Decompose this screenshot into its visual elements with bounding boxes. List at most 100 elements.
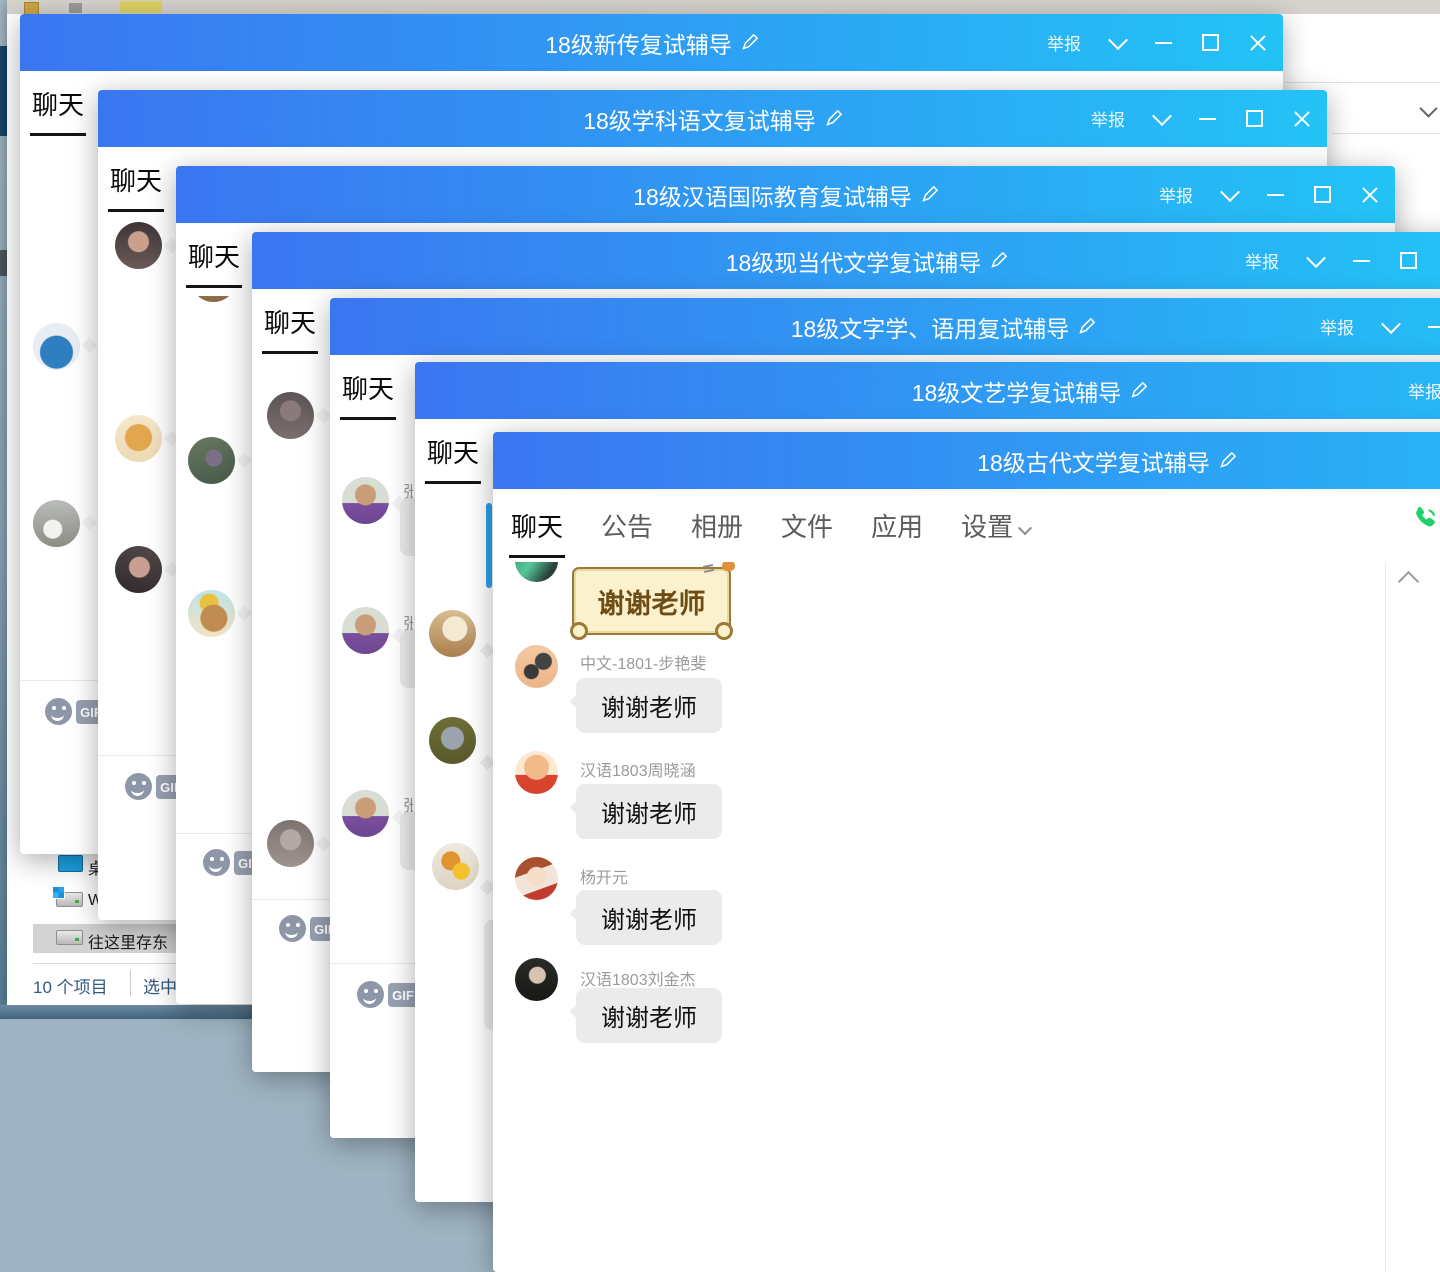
close-button[interactable] (1249, 34, 1267, 52)
report-button[interactable]: 举报 (1091, 111, 1125, 130)
bubble-tail (81, 514, 98, 531)
maximize-button[interactable] (1246, 110, 1263, 127)
phone-icon[interactable] (1410, 504, 1440, 534)
chevron-down-icon[interactable] (1152, 105, 1172, 126)
tab-files[interactable]: 文件 (781, 512, 834, 542)
window-titlebar[interactable]: 18级现当代文学复试辅导 举报 (252, 232, 1440, 289)
report-button[interactable]: 举报 (1320, 319, 1354, 338)
tab-announcements[interactable]: 公告 (601, 512, 654, 542)
chevron-down-icon[interactable] (1306, 247, 1326, 268)
window-title: 18级学科语文复试辅导 (98, 90, 1327, 147)
edit-title-icon[interactable] (741, 34, 758, 51)
blue-dress-avatar[interactable] (33, 323, 80, 370)
sticker-message[interactable]: 谢谢老师 (570, 562, 735, 640)
chat-bubble[interactable]: 谢谢老师 (569, 890, 722, 945)
smiley-icon[interactable] (125, 773, 152, 800)
edit-title-icon[interactable] (990, 252, 1008, 269)
minimize-button[interactable] (1267, 193, 1284, 196)
white-dog-avatar[interactable] (33, 500, 80, 547)
window-titlebar[interactable]: 18级汉语国际教育复试辅导 举报 (176, 166, 1395, 223)
statusbar-separator (130, 970, 131, 996)
tab-chat[interactable]: 聊天 (107, 161, 165, 212)
report-button[interactable]: 举报 (1159, 187, 1193, 206)
partial-top-avatar[interactable] (190, 296, 237, 302)
boy-purple-avatar[interactable] (342, 477, 389, 524)
food-plate-avatar[interactable] (432, 843, 479, 890)
tab-album[interactable]: 相册 (691, 512, 744, 542)
gif-button[interactable]: GIF (388, 983, 418, 1007)
tom-cat-avatar[interactable] (429, 717, 476, 764)
woman-dim-avatar[interactable] (267, 392, 314, 439)
chat-bubble[interactable]: 谢谢老师 (569, 784, 722, 839)
edit-title-icon[interactable] (1078, 318, 1096, 335)
bubble-tail (236, 605, 253, 622)
tree-avatar[interactable] (188, 437, 235, 484)
report-button[interactable]: 举报 (1408, 383, 1440, 402)
boy-purple-avatar[interactable] (342, 790, 389, 837)
minimize-button[interactable] (1428, 325, 1440, 328)
explorer-item-storage-drive[interactable]: 往这里存东 (88, 935, 169, 952)
woman-headband-avatar[interactable] (115, 546, 162, 593)
comic-green-avatar[interactable] (515, 562, 558, 582)
woman-photo-avatar[interactable] (115, 222, 162, 269)
window-titlebar[interactable]: 18级文字学、语用复试辅导 举报 (330, 298, 1440, 355)
bubble-tail (236, 452, 253, 469)
ribbon-collapse-chevron-icon[interactable] (1419, 99, 1438, 118)
dark-portrait-avatar[interactable] (515, 958, 558, 1001)
tab-chat[interactable]: 聊天 (424, 433, 482, 484)
edit-title-icon[interactable] (921, 186, 938, 203)
chevron-down-icon (1018, 521, 1033, 536)
minimize-button[interactable] (1353, 259, 1370, 262)
report-button[interactable]: 举报 (1047, 35, 1081, 54)
smiley-icon[interactable] (203, 849, 230, 876)
smiley-icon[interactable] (279, 915, 306, 942)
edit-title-icon[interactable] (825, 110, 842, 127)
smiley-icon[interactable] (357, 981, 384, 1008)
tab-chat[interactable]: 聊天 (339, 369, 397, 420)
statusbar-item-count: 10 个项目 (33, 978, 108, 997)
tab-chat[interactable]: 聊天 (29, 85, 87, 136)
tab-settings[interactable]: 设置 (961, 507, 1033, 544)
woman-reading-avatar[interactable] (267, 820, 314, 867)
kitten-avatar[interactable] (429, 610, 476, 657)
collapse-up-icon[interactable] (1397, 570, 1420, 593)
maximize-button[interactable] (1400, 252, 1417, 269)
chevron-down-icon[interactable] (1220, 181, 1240, 202)
chat-bubble[interactable]: 谢谢老师 (569, 678, 722, 733)
window-titlebar[interactable]: 18级文艺学复试辅导 举报 (415, 362, 1440, 419)
windows-logo-icon (52, 886, 65, 899)
window-titlebar[interactable]: 18级新传复试辅导 举报 (20, 14, 1283, 71)
chevron-down-icon[interactable] (1108, 29, 1128, 50)
partial-member-name: 张 (403, 798, 413, 815)
report-button[interactable]: 举报 (1245, 253, 1279, 272)
desktop-item-icon[interactable] (58, 855, 83, 872)
edit-title-icon[interactable] (1130, 382, 1148, 399)
tab-chat[interactable]: 聊天 (508, 507, 566, 558)
tab-chat[interactable]: 聊天 (185, 237, 243, 288)
tab-chat[interactable]: 聊天 (261, 303, 319, 354)
tab-apps[interactable]: 应用 (871, 512, 924, 542)
cartoon-tiger-avatar[interactable] (115, 415, 162, 462)
shinchan-avatar[interactable] (515, 751, 558, 794)
maximize-button[interactable] (1202, 34, 1219, 51)
boy-purple-avatar[interactable] (342, 607, 389, 654)
edit-title-icon[interactable] (1219, 452, 1236, 469)
sender-name: 汉语1803周晓涵 (580, 763, 696, 780)
minimize-button[interactable] (1155, 41, 1172, 44)
close-button[interactable] (1361, 186, 1379, 204)
chevron-down-icon[interactable] (1381, 313, 1401, 334)
sender-name: 中文-1801-步艳斐 (580, 656, 707, 673)
drive-icon[interactable] (56, 930, 83, 945)
scrollbar-thumb[interactable] (486, 503, 492, 588)
bear-hat-avatar[interactable] (188, 590, 235, 637)
chat-bubble[interactable]: 谢谢老师 (569, 988, 722, 1043)
window-titlebar[interactable]: 18级学科语文复试辅导 举报 (98, 90, 1327, 147)
anime-girl-avatar[interactable] (515, 857, 558, 900)
drive-icon[interactable] (52, 886, 83, 907)
maximize-button[interactable] (1314, 186, 1331, 203)
smiley-icon[interactable] (45, 698, 72, 725)
close-button[interactable] (1293, 110, 1311, 128)
manga-duo-avatar[interactable] (515, 645, 558, 688)
minimize-button[interactable] (1199, 117, 1216, 120)
window-titlebar[interactable]: 18级古代文学复试辅导 (493, 432, 1440, 489)
